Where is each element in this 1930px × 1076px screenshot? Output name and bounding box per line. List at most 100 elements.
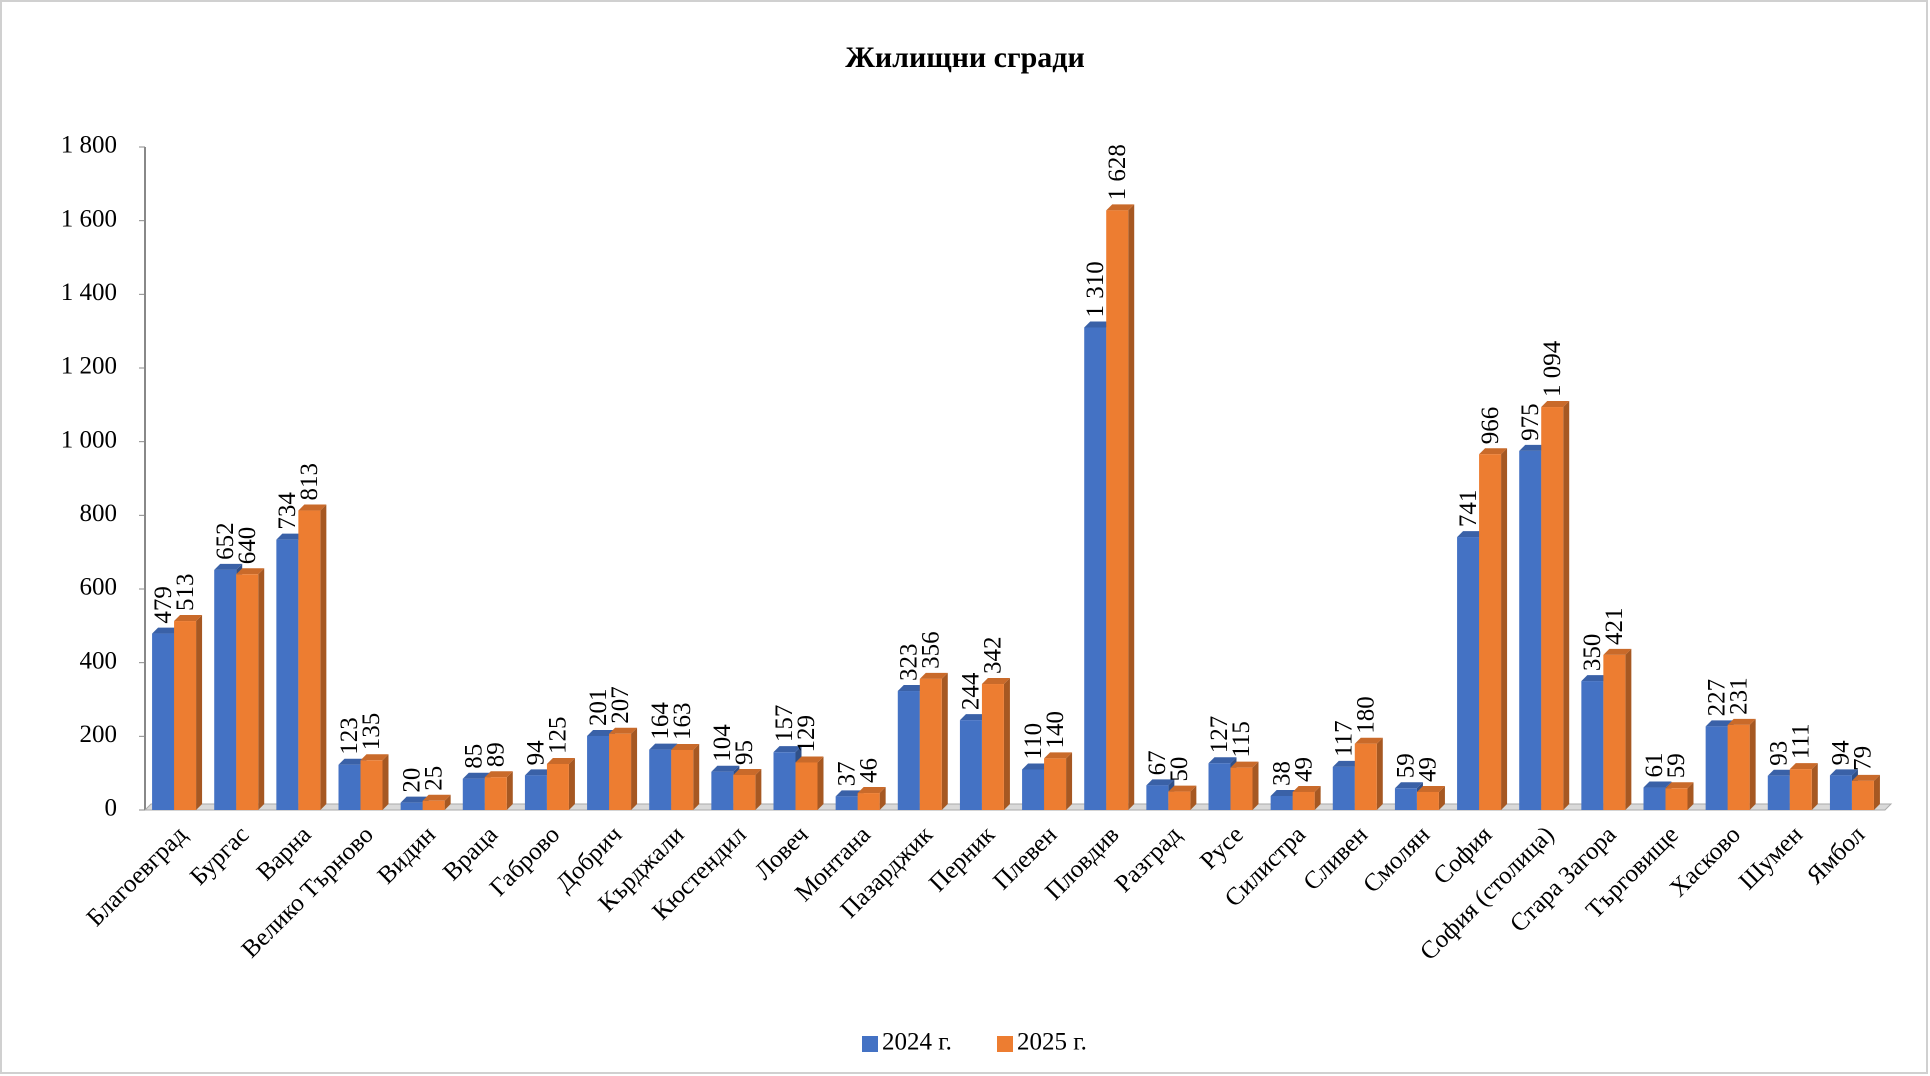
bar (1084, 327, 1107, 810)
data-label: 117 (1331, 720, 1358, 757)
bar (1022, 769, 1045, 810)
data-label: 244 (958, 672, 985, 710)
bar-top (1457, 531, 1486, 538)
bar (360, 760, 383, 810)
bar (400, 802, 423, 810)
bar-top (174, 615, 203, 622)
bar (1394, 788, 1417, 810)
bar-top (484, 771, 513, 778)
bar (919, 678, 942, 810)
bar-side (941, 672, 948, 810)
data-label: 231 (1725, 677, 1752, 715)
bar (524, 775, 547, 810)
bar-top (1022, 763, 1051, 770)
data-label: 164 (647, 702, 674, 740)
bar-top (1829, 769, 1858, 776)
bar-side (1563, 401, 1570, 810)
y-tick-label: 400 (80, 647, 118, 674)
bar (1106, 210, 1129, 810)
bar-side (631, 727, 638, 810)
data-label: 1 628 (1104, 144, 1131, 200)
data-label: 227 (1703, 679, 1730, 717)
bar (1044, 758, 1067, 810)
bar-top (1230, 761, 1259, 768)
bar-top (298, 504, 327, 511)
y-tick-label: 0 (105, 795, 118, 822)
bar-top (1084, 321, 1113, 328)
bar-side (1811, 763, 1818, 810)
bar-top (1416, 785, 1445, 792)
data-label: 110 (1020, 723, 1047, 760)
y-tick-label: 1 800 (61, 132, 117, 159)
bar-top (959, 714, 988, 721)
bar-side (1501, 448, 1508, 810)
bar-side (1687, 782, 1694, 810)
data-label: 129 (793, 715, 820, 753)
legend-label: 2024 г. (882, 1029, 952, 1056)
bar (462, 778, 485, 810)
legend-swatch (862, 1036, 878, 1052)
bar (236, 574, 259, 810)
bar (1829, 775, 1852, 810)
bar-top (1394, 782, 1423, 789)
data-label: 163 (669, 702, 696, 740)
bar-top (1727, 718, 1756, 725)
bar-side (258, 568, 265, 810)
data-label: 59 (1663, 753, 1690, 778)
bar (835, 796, 858, 810)
bar-top (360, 754, 389, 761)
bar-top (609, 727, 638, 734)
data-label: 38 (1268, 761, 1295, 786)
bar-top (1044, 752, 1073, 759)
bar-top (1851, 774, 1880, 781)
data-label: 975 (1517, 403, 1544, 441)
data-label: 46 (855, 758, 882, 783)
bar (733, 775, 756, 810)
bar-top (1767, 769, 1796, 776)
bar-side (1066, 752, 1073, 810)
bar (1168, 791, 1191, 810)
data-label: 513 (172, 574, 199, 612)
data-label: 104 (709, 724, 736, 762)
bar (649, 749, 672, 810)
bar-top (733, 769, 762, 776)
bar (1581, 681, 1604, 810)
bar-top (649, 743, 678, 750)
data-label: 734 (274, 492, 301, 530)
bar-top (711, 765, 740, 772)
bar-side (1128, 204, 1135, 810)
bar (587, 735, 610, 810)
y-tick-label: 1 400 (61, 279, 117, 306)
y-tick-label: 800 (80, 500, 118, 527)
bar-top (1106, 204, 1135, 211)
bar (897, 691, 920, 810)
data-label: 67 (1144, 750, 1171, 775)
bar-side (693, 743, 700, 810)
data-label: 1 310 (1082, 261, 1109, 317)
data-label: 350 (1579, 634, 1606, 672)
bar-side (196, 615, 203, 810)
bar-top (835, 790, 864, 797)
data-label: 25 (420, 766, 447, 791)
data-label: 20 (398, 768, 425, 793)
bar (338, 764, 361, 810)
bar (1643, 787, 1666, 810)
data-label: 85 (461, 744, 488, 769)
bar-side (879, 787, 886, 810)
bar-side (1190, 785, 1197, 810)
bar (298, 510, 321, 810)
bar-top (857, 787, 886, 794)
y-tick-label: 600 (80, 574, 118, 601)
data-label: 201 (585, 688, 612, 726)
bar (1767, 775, 1790, 810)
bar-side (1625, 648, 1632, 810)
bar (959, 720, 982, 810)
bar-top (462, 772, 491, 779)
data-label: 94 (523, 740, 550, 766)
data-label: 59 (1393, 753, 1420, 778)
legend-swatch (997, 1036, 1013, 1052)
bar (1457, 537, 1480, 810)
bar (671, 749, 694, 810)
bar (795, 762, 818, 810)
bar (857, 793, 880, 810)
